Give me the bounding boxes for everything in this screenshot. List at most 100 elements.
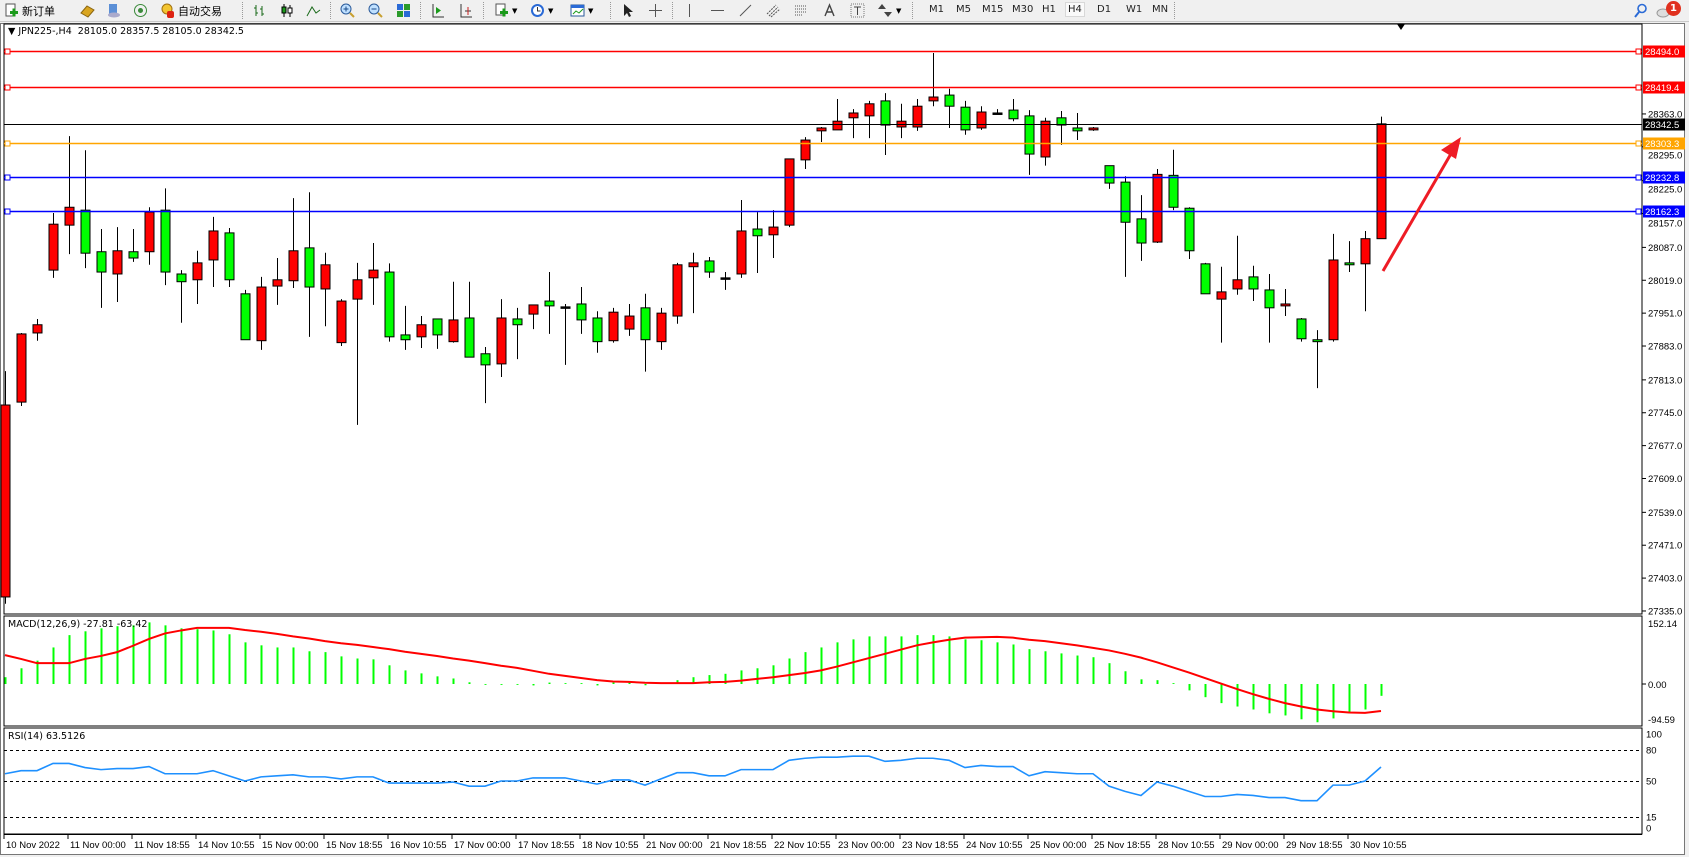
periods-icon [530, 3, 545, 18]
level-price-label: 28419.4 [1645, 83, 1679, 94]
candle-body [1264, 289, 1275, 309]
candle-body [640, 307, 651, 341]
timeframe-m30[interactable]: M30 [1012, 4, 1034, 15]
timeframe-d1[interactable]: D1 [1097, 4, 1112, 15]
dropdown-arrow-icon[interactable]: ▼ [512, 6, 518, 15]
timeframe-m1[interactable]: M1 [929, 4, 944, 15]
time-label: 29 Nov 00:00 [1222, 840, 1279, 851]
candlestick-button[interactable] [279, 2, 294, 19]
chart-menu-arrow-icon[interactable]: ▼ [8, 26, 19, 37]
candle [384, 263, 395, 342]
chart-header: ▼ JPN225-,H4 28105.0 28357.5 28105.0 283… [8, 26, 244, 37]
candle [1216, 266, 1227, 343]
fibonacci-channel-icon [766, 3, 781, 18]
candle [992, 109, 1003, 115]
chart-header-text: JPN225-,H4 28105.0 28357.5 28105.0 28342… [18, 26, 244, 37]
candle-body [64, 206, 75, 226]
fibonacci-channel-button[interactable] [766, 2, 781, 19]
trendline-button[interactable] [738, 2, 753, 19]
text-button[interactable] [822, 2, 837, 19]
vertical-line-button[interactable] [682, 2, 697, 19]
history-center-icon [106, 3, 121, 18]
search-button[interactable] [1633, 2, 1648, 19]
horizontal-line-button[interactable] [710, 2, 725, 19]
new-order-button[interactable]: 新订单 [4, 2, 55, 19]
candle-body [752, 228, 763, 237]
tile-windows-button[interactable] [396, 2, 411, 19]
toolbar-separator [330, 2, 332, 19]
candle [704, 257, 715, 278]
gold-button[interactable] [80, 2, 95, 19]
candle-body [1184, 207, 1195, 252]
price-tick-label: 28225.0 [1648, 185, 1682, 196]
timeframe-h1[interactable]: H1 [1042, 4, 1056, 15]
templates-button[interactable]: ▼ [570, 2, 593, 19]
candle-body [272, 279, 283, 287]
candle [768, 210, 779, 259]
candle [576, 287, 587, 334]
time-label: 24 Nov 10:55 [966, 840, 1023, 851]
crosshair-button[interactable] [648, 2, 663, 19]
cursor-button[interactable] [620, 2, 635, 19]
candle [480, 346, 491, 404]
chart-window[interactable] [0, 23, 1685, 855]
price-tick-label: 28157.0 [1648, 219, 1682, 230]
timeframe-m15[interactable]: M15 [982, 4, 1004, 15]
level-handle [1635, 208, 1642, 215]
candle [1344, 241, 1355, 273]
zoom-out-icon [368, 3, 383, 18]
time-label: 18 Nov 10:55 [582, 840, 639, 851]
zoom-out-button[interactable] [368, 2, 383, 19]
time-label: 22 Nov 10:55 [774, 840, 831, 851]
timeframe-m5[interactable]: M5 [956, 4, 971, 15]
time-label: 15 Nov 00:00 [262, 840, 319, 851]
periods-button[interactable]: ▼ [530, 2, 553, 19]
history-center-button[interactable] [106, 2, 121, 19]
fibonacci-button[interactable] [794, 2, 809, 19]
candle-body [0, 404, 11, 598]
arrows-button[interactable]: ▼ [878, 2, 901, 19]
signals-button[interactable] [133, 2, 148, 19]
level-handle [1635, 48, 1642, 55]
indicators-button[interactable]: ▼ [494, 2, 517, 19]
time-label: 25 Nov 18:55 [1094, 840, 1151, 851]
auto-trading-button[interactable]: 自动交易 [160, 2, 222, 19]
time-label: 23 Nov 00:00 [838, 840, 895, 851]
candle [1088, 126, 1099, 131]
bar-chart-button[interactable] [252, 2, 267, 19]
line-chart-button[interactable] [306, 2, 321, 19]
dropdown-arrow-icon[interactable]: ▼ [588, 6, 594, 15]
candle-body [464, 317, 475, 358]
dropdown-arrow-icon[interactable]: ▼ [896, 6, 902, 15]
price-tick-label: 27745.0 [1648, 408, 1682, 419]
candle [1152, 169, 1163, 244]
candle-body [912, 105, 923, 128]
price-tick-label: 28087.0 [1648, 243, 1682, 254]
zoom-in-button[interactable] [340, 2, 355, 19]
candle [48, 213, 59, 278]
candle-body [800, 139, 811, 161]
price-tick-label: 28295.0 [1648, 151, 1682, 162]
candle [848, 109, 859, 139]
candle-body [960, 106, 971, 131]
candle-body [320, 264, 331, 290]
candle [288, 198, 299, 288]
timeframe-mn[interactable]: MN [1152, 4, 1169, 15]
candle [1264, 273, 1275, 343]
candle-body [480, 353, 491, 366]
level-handle [4, 140, 11, 147]
candle [688, 252, 699, 314]
timeframe-w1[interactable]: W1 [1126, 4, 1143, 15]
dropdown-arrow-icon[interactable]: ▼ [548, 6, 554, 15]
chart-shift-button[interactable] [458, 2, 473, 19]
candle-body [560, 306, 571, 309]
text-label-button[interactable] [850, 2, 865, 19]
timeframe-h4[interactable]: H4 [1065, 2, 1085, 17]
candle [1184, 207, 1195, 259]
candle [800, 137, 811, 170]
rsi-line [4, 755, 1382, 802]
candle [560, 303, 571, 365]
auto-scroll-button[interactable] [430, 2, 445, 19]
notification-badge: 1 [1666, 1, 1681, 16]
